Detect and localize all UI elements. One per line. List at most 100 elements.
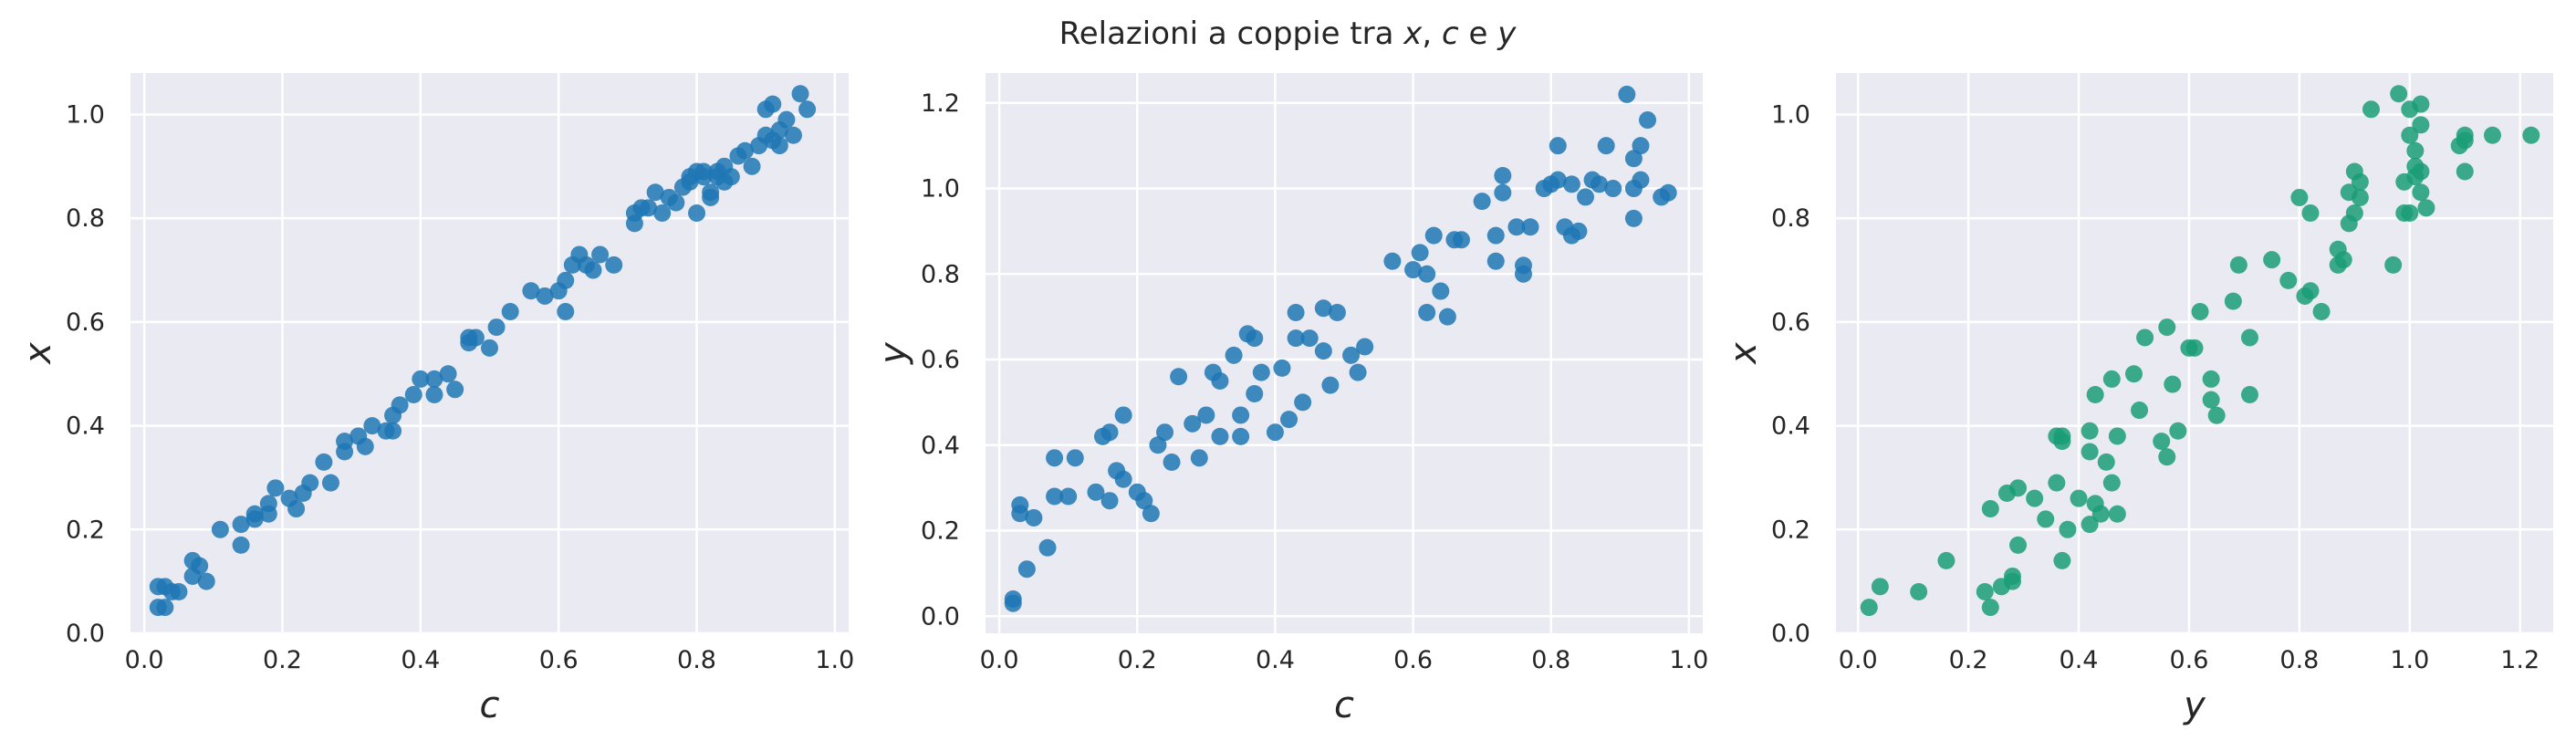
panel-1-point xyxy=(536,287,554,305)
panel-2-point xyxy=(1294,393,1312,412)
panel-2-point xyxy=(1632,171,1650,189)
panel-3-point xyxy=(2207,406,2226,424)
panel-3-point xyxy=(1860,599,1878,617)
panel-2-point xyxy=(1300,329,1319,348)
panel-2-point xyxy=(1314,299,1332,318)
panel-2-x-tick-label: 0.4 xyxy=(1256,646,1295,674)
panel-3-y-axis-label: x xyxy=(1723,342,1765,366)
panel-2-point xyxy=(1046,487,1064,506)
panel-1-point xyxy=(259,505,277,523)
panel-1-point xyxy=(156,599,174,617)
panel-2-point xyxy=(1046,449,1064,467)
panel-1-point xyxy=(798,100,817,119)
panel-1-y-tick-label: 0.6 xyxy=(66,308,105,337)
panel-2-point xyxy=(1211,371,1229,390)
panel-3-point xyxy=(2401,204,2419,222)
panel-1-point xyxy=(425,370,443,388)
panel-2-y-tick-label: 0.0 xyxy=(921,602,960,631)
panel-1-point xyxy=(412,370,430,388)
panel-1-point xyxy=(170,583,188,601)
panel-1-point xyxy=(770,137,788,155)
panel-2-point xyxy=(1507,218,1526,236)
panel-3-point xyxy=(2037,510,2055,528)
panel-1-y-tick-label: 0.8 xyxy=(66,204,105,233)
panel-1-point xyxy=(501,303,519,321)
title-var-c: c xyxy=(1442,16,1459,52)
panel-1-point xyxy=(764,95,782,113)
panel-2-point xyxy=(1383,252,1402,270)
panel-3-point xyxy=(2240,329,2258,347)
panel-3-point xyxy=(2153,433,2171,451)
panel-2-point xyxy=(1170,368,1188,386)
title-var-y: y xyxy=(1497,16,1517,52)
panel-2-point xyxy=(1252,363,1270,381)
panel-2-point xyxy=(1418,303,1436,321)
panel-1-y-axis-label: x xyxy=(17,342,59,366)
panel-3-point xyxy=(2086,385,2104,403)
panel-3-y-tick-label: 0.8 xyxy=(1771,204,1810,233)
panel-3-point xyxy=(2202,391,2220,409)
panel-2-x-tick-label: 0.2 xyxy=(1118,646,1157,674)
panel-1-point xyxy=(694,168,713,186)
panel-1-point xyxy=(688,204,706,222)
panel-1-point xyxy=(321,474,339,492)
panel-1-point xyxy=(404,385,422,403)
panel-3-x-tick-label: 0.6 xyxy=(2169,646,2208,674)
panel-2-point xyxy=(1486,252,1505,270)
panel-3-point xyxy=(2301,282,2320,300)
panel-1-point xyxy=(646,183,664,202)
panel-1-y-tick-label: 1.0 xyxy=(66,100,105,129)
panel-2-point xyxy=(1570,222,1588,240)
panel-2-y-tick-label: 0.4 xyxy=(921,432,960,460)
panel-2-x-tick-label: 0.6 xyxy=(1393,646,1433,674)
panel-3-point xyxy=(1937,551,1955,569)
panel-2-point xyxy=(1232,406,1250,424)
panel-1-point xyxy=(557,271,575,289)
panel-3-point xyxy=(2009,536,2028,554)
panel-1-point xyxy=(667,193,685,212)
panel-1-point xyxy=(481,339,498,357)
panel-2-point xyxy=(1246,385,1264,403)
panel-2-point xyxy=(1639,111,1657,130)
panel-3-point xyxy=(2053,427,2071,445)
panel-1-point xyxy=(315,453,333,471)
panel-1-point xyxy=(266,479,285,497)
panel-1-x-tick-label: 0.6 xyxy=(539,646,579,674)
panel-1-x-tick-label: 1.0 xyxy=(815,646,854,674)
panel-3-point xyxy=(1976,583,1994,601)
panel-3-point xyxy=(2522,126,2540,144)
panel-1-point xyxy=(391,396,409,414)
panel-2-point xyxy=(1618,85,1636,103)
panel-2-point xyxy=(1266,423,1284,442)
panel-2-point xyxy=(1604,180,1622,198)
panel-1-point xyxy=(363,417,381,435)
panel-2-point xyxy=(1452,231,1470,249)
panel-3-point xyxy=(2070,489,2088,507)
panel-2-y-tick-label: 1.2 xyxy=(921,89,960,118)
panel-2-point xyxy=(1549,171,1567,189)
panel-2-point xyxy=(1486,226,1505,245)
panel-2-point xyxy=(1197,406,1215,424)
panel-2-y-tick-label: 0.6 xyxy=(921,346,960,374)
panel-2-point xyxy=(1280,411,1298,429)
panel-2-y-tick-label: 1.0 xyxy=(921,175,960,203)
panel-3-point xyxy=(2136,329,2154,347)
panel-2-point xyxy=(1404,261,1423,279)
panel-2-y-axis-label: y xyxy=(872,341,914,365)
panel-2-x-tick-label: 1.0 xyxy=(1669,646,1708,674)
panel-3-x-tick-label: 0.2 xyxy=(1949,646,1988,674)
panel-3-point xyxy=(1910,583,1928,601)
panel-3-point xyxy=(2009,479,2028,497)
panel-1-point xyxy=(605,256,623,274)
panel-1-point xyxy=(356,437,374,455)
panel-2-x-tick-label: 0.0 xyxy=(980,646,1019,674)
panel-2-point xyxy=(1059,487,1078,506)
panel-3-point xyxy=(1981,500,1999,518)
panel-3-point xyxy=(2240,385,2258,403)
panel-2-point xyxy=(1473,193,1491,211)
panel-2-point xyxy=(1659,183,1677,202)
panel-1-point xyxy=(287,500,306,518)
panel-1-point xyxy=(466,329,485,347)
panel-2-point xyxy=(1632,137,1650,155)
panel-2-point xyxy=(1025,508,1043,527)
